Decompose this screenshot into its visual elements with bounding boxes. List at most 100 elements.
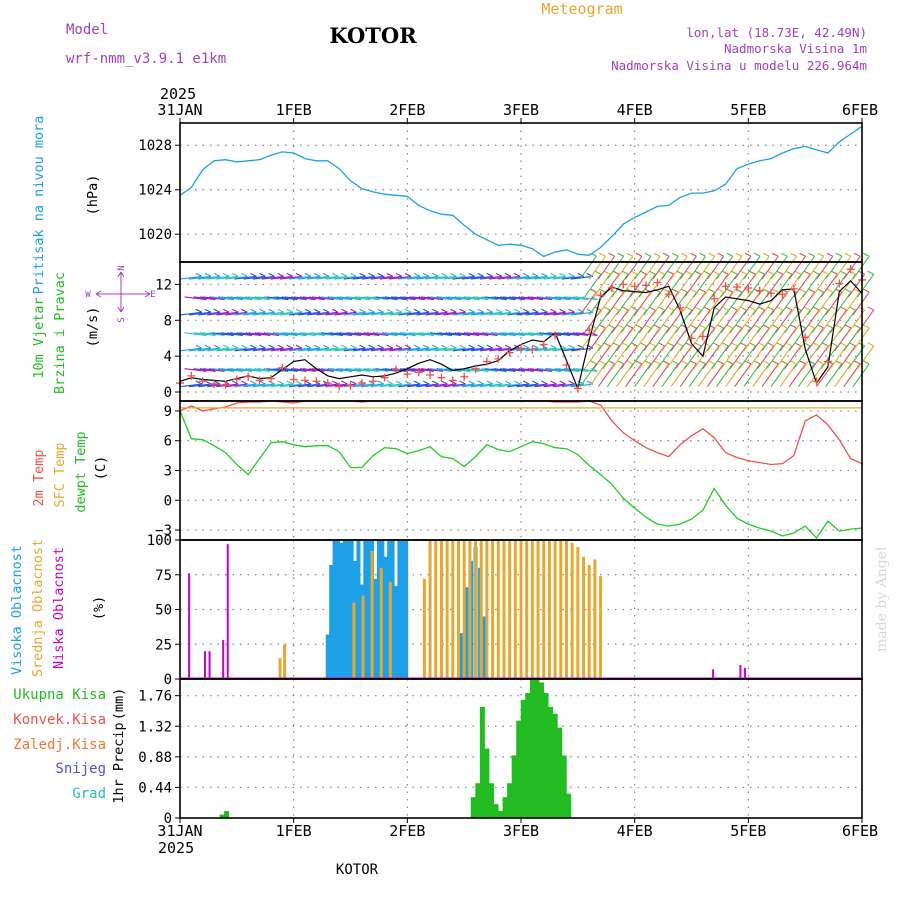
- y-tick-label: 25: [155, 637, 172, 653]
- wind-arrow: [248, 296, 271, 301]
- wind-arrow-head: [603, 270, 611, 275]
- high-cloud-bar: [383, 556, 388, 679]
- wind-arrow: [520, 332, 543, 337]
- wind-arrow: [339, 332, 362, 337]
- wind-arrow: [779, 363, 797, 387]
- precip-bar: [498, 811, 504, 818]
- high-cloud-bar: [329, 565, 334, 679]
- gust-marker: [755, 286, 764, 295]
- wind-arrow: [811, 309, 829, 334]
- wind-arrow-head: [250, 272, 257, 277]
- wind-arrow: [548, 368, 571, 372]
- wind-arrow: [239, 332, 262, 337]
- wind-arrow: [652, 327, 670, 352]
- wind-arrow: [320, 368, 343, 372]
- wind-arrow: [270, 383, 293, 388]
- wind-arrow-head: [350, 344, 357, 349]
- wind-arrow-head: [222, 308, 230, 313]
- wind-arrow-head: [685, 270, 693, 275]
- wind-arrow-head: [304, 308, 312, 313]
- wind-arrow: [656, 273, 675, 298]
- wind-arrow: [448, 332, 471, 337]
- wind-arrow: [202, 332, 225, 337]
- y-tick-label: 100: [147, 533, 172, 549]
- wind-arrow-head: [459, 272, 466, 277]
- wind-arrow-head: [631, 306, 638, 311]
- wind-arrow-head: [740, 306, 747, 311]
- wind-arrow-head: [785, 342, 793, 347]
- precip-bar: [561, 755, 567, 818]
- wind-arrow: [220, 296, 243, 301]
- wind-arrow-head: [341, 380, 348, 385]
- wind-arrow: [507, 383, 530, 388]
- wind-arrow: [788, 291, 806, 316]
- wind-arrow-head: [504, 272, 512, 277]
- wind-arrow-head: [762, 288, 770, 293]
- wind-arrow-head: [313, 344, 321, 349]
- wind-arrow: [411, 332, 434, 337]
- wind-arrow-head: [268, 380, 275, 385]
- wind-arrow: [606, 363, 625, 387]
- wind-arrow: [561, 275, 584, 280]
- wind-arrow-head: [377, 344, 384, 349]
- wind-arrow: [311, 296, 334, 301]
- gust-marker: [255, 376, 264, 385]
- wind-arrow-head: [749, 306, 756, 311]
- wind-arrow: [702, 273, 720, 298]
- wind-arrow: [289, 311, 312, 316]
- wind-arrow-head: [744, 324, 752, 329]
- wind-arrow: [325, 311, 348, 316]
- gust-marker: [562, 361, 571, 370]
- mid-cloud-bar: [553, 540, 557, 679]
- gust-marker: [585, 326, 594, 335]
- wind-arrow-head: [550, 380, 557, 385]
- wind-arrow: [352, 275, 375, 280]
- wind-arrow-head: [486, 272, 494, 277]
- gust-marker: [789, 284, 798, 293]
- wind-arrow: [216, 275, 239, 280]
- wind-arrow-head: [844, 288, 852, 293]
- wind-arrow: [439, 296, 462, 301]
- wind-arrow-head: [468, 380, 475, 385]
- wind-arrow-head: [277, 272, 284, 277]
- wind-arrow: [398, 275, 421, 280]
- wind-arrow: [661, 291, 679, 316]
- gust-marker: [187, 371, 196, 380]
- wind-arrow-head: [867, 342, 874, 347]
- high-cloud-bar: [464, 587, 469, 679]
- wind-arrow: [638, 345, 656, 370]
- wind-dir-w: W: [85, 290, 91, 300]
- wind-arrow: [489, 311, 512, 316]
- x-tick-label-bottom: 1FEB: [276, 822, 312, 840]
- wind-unit: (m/s): [85, 307, 101, 348]
- precip-bar: [552, 713, 558, 818]
- y-tick-label: 0: [164, 385, 172, 401]
- high-cloud-bar: [400, 540, 405, 679]
- temp-ylabel-1: 2m Temp: [31, 450, 47, 507]
- wind-arrow: [616, 291, 634, 316]
- wind-arrow: [366, 368, 389, 372]
- wind-arrow: [616, 255, 634, 280]
- wind-arrow-head: [762, 360, 770, 365]
- y-tick-label: 0.88: [138, 750, 172, 766]
- wind-arrow: [543, 311, 566, 316]
- wind-arrow: [838, 309, 857, 334]
- wind-arrow-head: [862, 324, 870, 329]
- wind-arrow: [430, 368, 452, 372]
- wind-arrow-head: [241, 344, 248, 349]
- wind-arrow-head: [726, 324, 734, 329]
- wind-arrow-head: [685, 306, 693, 311]
- high-cloud-bar: [482, 616, 487, 679]
- wind-arrow: [434, 311, 457, 316]
- wind-arrow-head: [803, 270, 811, 275]
- wind-arrow: [434, 275, 457, 280]
- wind-arrow-head: [608, 252, 615, 257]
- wind-arrow: [320, 296, 343, 301]
- high-cloud-bar: [366, 540, 371, 679]
- wind-arrow: [775, 345, 793, 370]
- wind-arrows: [179, 252, 875, 388]
- year-top: 2025: [160, 85, 196, 103]
- wind-arrow: [557, 368, 580, 372]
- wind-arrow-head: [653, 252, 661, 257]
- precip-bar: [543, 692, 549, 818]
